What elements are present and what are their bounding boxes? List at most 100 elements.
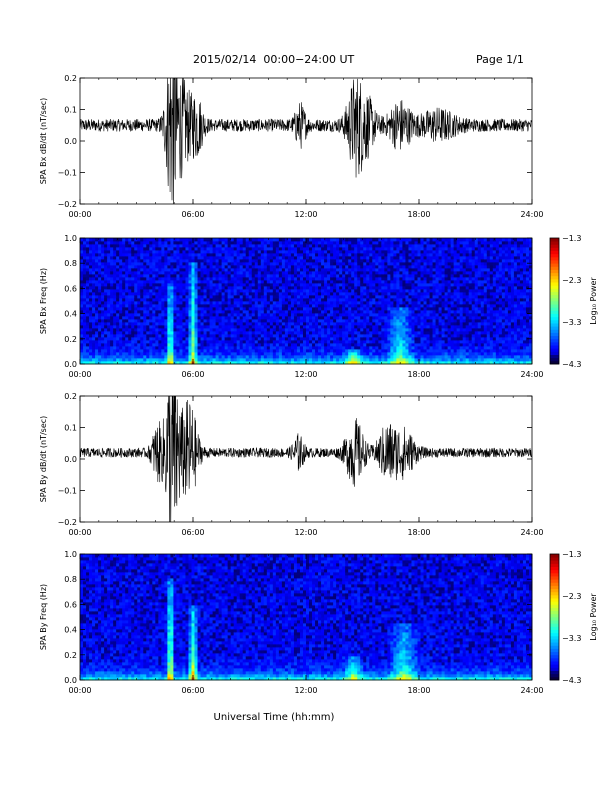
- heatmap-cell: [411, 316, 415, 320]
- heatmap-cell: [191, 319, 195, 323]
- heatmap-cell: [345, 298, 349, 302]
- heatmap-cell: [378, 274, 382, 278]
- heatmap-cell: [146, 322, 150, 326]
- heatmap-cell: [411, 358, 415, 362]
- heatmap-cell: [125, 259, 129, 263]
- heatmap-cell: [342, 334, 346, 338]
- heatmap-cell: [182, 340, 186, 344]
- heatmap-cell: [269, 304, 274, 308]
- heatmap-cell: [173, 271, 177, 275]
- heatmap-cell: [327, 292, 331, 296]
- heatmap-cell: [360, 244, 364, 248]
- heatmap-cell: [309, 358, 313, 362]
- heatmap-cell: [366, 253, 370, 257]
- heatmap-cell: [167, 271, 171, 275]
- heatmap-cell: [182, 352, 186, 356]
- heatmap-cell: [260, 358, 265, 362]
- heatmap-cell: [420, 301, 424, 305]
- heatmap-cell: [390, 241, 394, 245]
- heatmap-cell: [254, 322, 259, 326]
- heatmap-cell: [275, 349, 280, 353]
- heatmap-cell: [164, 253, 168, 257]
- heatmap-cell: [182, 292, 186, 296]
- heatmap-cell: [336, 340, 340, 344]
- heatmap-cell: [290, 292, 295, 296]
- heatmap-cell: [420, 286, 424, 290]
- heatmap-cell: [227, 247, 232, 251]
- heatmap-cell: [429, 358, 433, 362]
- heatmap-cell: [336, 283, 340, 287]
- heatmap-cell: [113, 361, 117, 365]
- heatmap-cell: [324, 295, 328, 299]
- heatmap-cell: [185, 361, 189, 365]
- heatmap-cell: [312, 358, 316, 362]
- heatmap-cell: [306, 292, 310, 296]
- heatmap-cell: [423, 301, 427, 305]
- heatmap-cell: [414, 265, 418, 269]
- heatmap-cell: [384, 241, 388, 245]
- heatmap-cell: [420, 277, 424, 281]
- heatmap-cell: [254, 307, 259, 311]
- heatmap-cell: [399, 292, 403, 296]
- heatmap-cell: [272, 304, 277, 308]
- heatmap-cell: [227, 259, 232, 263]
- heatmap-cell: [215, 250, 220, 254]
- heatmap-cell: [137, 295, 141, 299]
- heatmap-cell: [366, 301, 370, 305]
- heatmap-cell: [384, 346, 388, 350]
- heatmap-cell: [134, 289, 138, 293]
- heatmap-cell: [128, 238, 132, 242]
- heatmap-cell: [101, 274, 105, 278]
- heatmap-cell: [293, 334, 298, 338]
- heatmap-cell: [92, 343, 96, 347]
- heatmap-cell: [312, 286, 316, 290]
- heatmap-cell: [399, 295, 403, 299]
- heatmap-cell: [230, 274, 235, 278]
- heatmap-cell: [125, 316, 129, 320]
- heatmap-cell: [318, 307, 322, 311]
- heatmap-cell: [414, 355, 418, 359]
- heatmap-cell: [242, 307, 247, 311]
- heatmap-cell: [245, 256, 250, 260]
- heatmap-cell: [209, 346, 213, 350]
- heatmap-cell: [390, 292, 394, 296]
- heatmap-cell: [206, 319, 210, 323]
- heatmap-cell: [423, 271, 427, 275]
- heatmap-cell: [158, 277, 162, 281]
- heatmap-cell: [257, 292, 262, 296]
- heatmap-cell: [155, 358, 159, 362]
- heatmap-cell: [143, 265, 147, 269]
- heatmap-cell: [351, 352, 355, 356]
- heatmap-cell: [128, 295, 132, 299]
- heatmap-cell: [327, 289, 331, 293]
- heatmap-cell: [242, 322, 247, 326]
- heatmap-cell: [405, 322, 409, 326]
- heatmap-cell: [239, 310, 244, 314]
- heatmap-cell: [209, 295, 213, 299]
- heatmap-cell: [212, 340, 216, 344]
- heatmap-cell: [281, 247, 286, 251]
- heatmap-cell: [137, 241, 141, 245]
- heatmap-cell: [236, 298, 241, 302]
- heatmap-cell: [324, 262, 328, 266]
- heatmap-cell: [119, 295, 123, 299]
- heatmap-cell: [387, 343, 391, 347]
- heatmap-cell: [306, 313, 310, 317]
- heatmap-cell: [393, 334, 397, 338]
- heatmap-cell: [263, 253, 268, 257]
- heatmap-cell: [269, 361, 274, 365]
- heatmap-cell: [263, 307, 268, 311]
- heatmap-cell: [80, 286, 84, 290]
- heatmap-cell: [215, 322, 220, 326]
- heatmap-cell: [164, 250, 168, 254]
- heatmap-cell: [173, 337, 177, 341]
- heatmap-cell: [390, 352, 394, 356]
- heatmap-cell: [272, 328, 277, 332]
- heatmap-cell: [396, 259, 400, 263]
- heatmap-cell: [336, 265, 340, 269]
- heatmap-cell: [284, 280, 289, 284]
- heatmap-cell: [272, 250, 277, 254]
- heatmap-cell: [221, 298, 226, 302]
- heatmap-cell: [227, 349, 232, 353]
- heatmap-cell: [245, 292, 250, 296]
